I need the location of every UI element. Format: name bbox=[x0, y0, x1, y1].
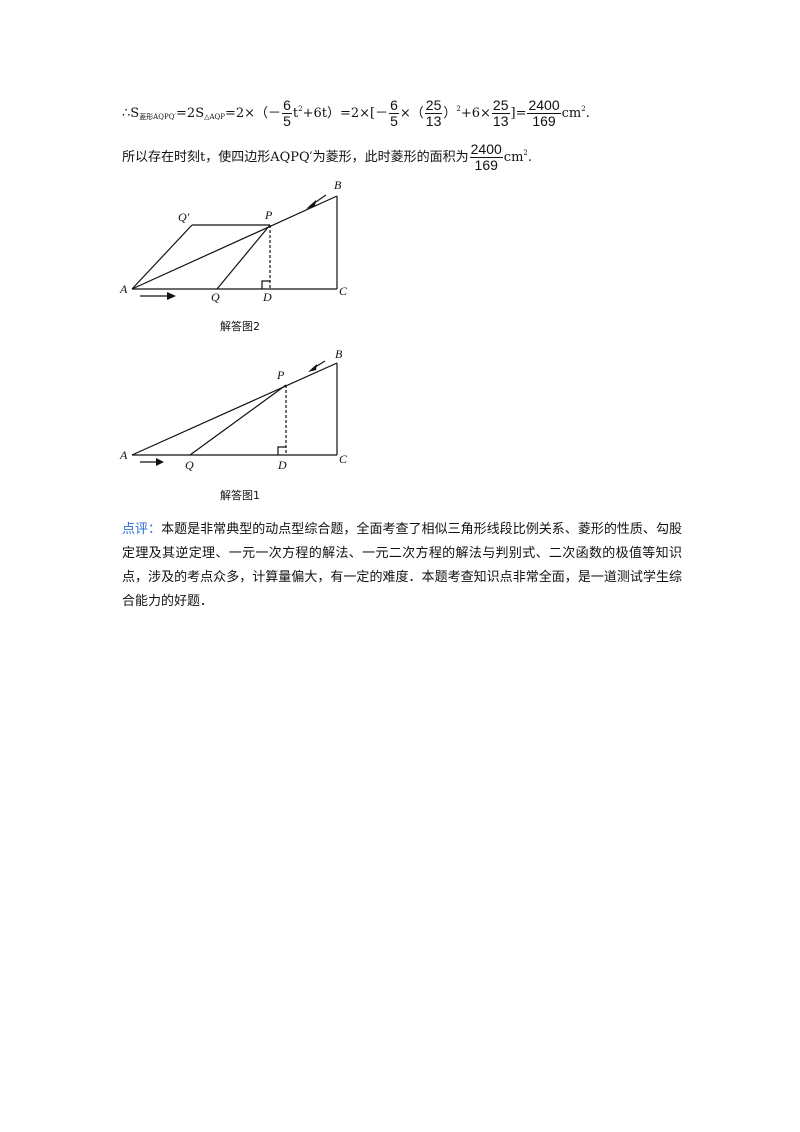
rhombus-subscript: 菱形AQPQ′ bbox=[139, 113, 177, 121]
fraction-area: 2400 169 bbox=[469, 141, 503, 173]
label-c: C bbox=[339, 284, 348, 298]
label-q-prime: Q′ bbox=[178, 210, 190, 224]
label-d: D bbox=[277, 458, 287, 472]
comment-body: 本题是非常典型的动点型综合题，全面考查了相似三角形线段比例关系、菱形的性质、勾股… bbox=[122, 522, 682, 609]
rhombus-area-formula: ∴S菱形AQPQ′=2S△AQP=2×（－ 6 5 t2+6t）=2×[－ 6 5 ×（ 25… bbox=[122, 97, 590, 129]
figure-2-diagram: A B C D P Q Q′ bbox=[119, 178, 348, 304]
figure-2-caption: 解答图2 bbox=[220, 320, 260, 333]
arrowhead-p bbox=[308, 364, 317, 372]
right-angle-mark bbox=[261, 280, 270, 289]
label-q: Q bbox=[211, 290, 220, 304]
segment-qp bbox=[216, 224, 271, 290]
label-b: B bbox=[334, 178, 342, 192]
conclusion-line: 所以存在时刻t，使四边形AQPQ′为菱形，此时菱形的面积为 2400 169 cm2. bbox=[122, 141, 533, 173]
label-p: P bbox=[276, 368, 285, 382]
figure-1-caption: 解答图1 bbox=[220, 489, 260, 502]
label-q: Q bbox=[185, 458, 194, 472]
segment-qp bbox=[189, 384, 287, 456]
therefore-symbol: ∴ bbox=[122, 106, 131, 121]
conclusion-text: 所以存在时刻t，使四边形AQPQ′为菱形，此时菱形的面积为 bbox=[122, 150, 469, 165]
segment-ab bbox=[131, 195, 338, 290]
comment-paragraph: 点评：本题是非常典型的动点型综合题，全面考查了相似三角形线段比例关系、菱形的性质… bbox=[122, 518, 682, 614]
arrowhead-q bbox=[167, 292, 176, 300]
segment-aqp bbox=[131, 224, 193, 290]
fraction-25-13-b: 25 13 bbox=[491, 97, 510, 129]
segment-ab bbox=[131, 362, 338, 456]
label-a: A bbox=[119, 282, 128, 296]
label-p: P bbox=[264, 208, 273, 222]
fraction-25-13: 25 13 bbox=[424, 97, 443, 129]
arrowhead-p bbox=[306, 200, 316, 209]
right-angle-mark bbox=[277, 446, 286, 455]
triangle-subscript: △AQP bbox=[204, 113, 225, 121]
fraction-2400-169: 2400 169 bbox=[527, 97, 561, 129]
arrowhead-q bbox=[156, 458, 164, 466]
label-d: D bbox=[262, 290, 272, 304]
label-b: B bbox=[335, 347, 343, 361]
figure-1-diagram: A B C D P Q bbox=[119, 347, 348, 472]
label-a: A bbox=[119, 448, 128, 462]
comment-tag: 点评： bbox=[122, 522, 162, 537]
label-c: C bbox=[339, 452, 348, 466]
